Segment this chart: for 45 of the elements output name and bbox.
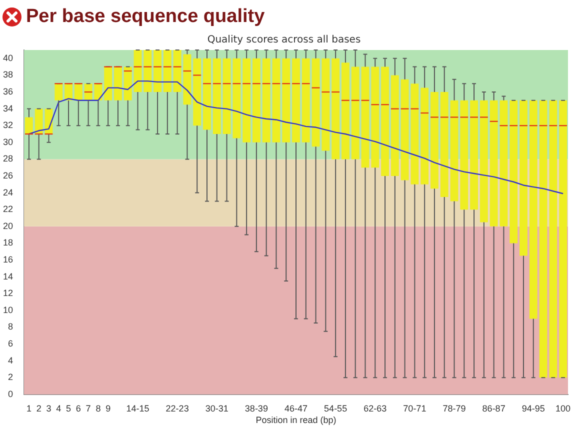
- x-tick-label: 1: [26, 403, 32, 414]
- x-tick-label: 54-55: [324, 403, 348, 414]
- x-tick-label: 4: [56, 403, 62, 414]
- chart-subtitle: Quality scores across all bases: [207, 34, 361, 46]
- y-tick-label: 2: [8, 372, 14, 382]
- y-tick-label: 20: [2, 220, 14, 231]
- y-tick-label: 34: [2, 103, 14, 114]
- x-tick-label: 62-63: [364, 403, 387, 414]
- y-tick-label: 28: [2, 154, 14, 164]
- y-tick-label: 36: [2, 86, 14, 96]
- x-tick-label: 38-39: [244, 403, 268, 414]
- y-tick-label: 4: [8, 355, 14, 366]
- x-tick-label: 7: [86, 403, 91, 414]
- x-tick-label: 5: [66, 403, 72, 414]
- x-tick-label: 78-79: [442, 403, 466, 414]
- x-tick-label: 46-47: [284, 403, 308, 414]
- x-tick-label: 2: [36, 403, 42, 414]
- y-tick-label: 30: [2, 136, 14, 147]
- y-tick-label: 18: [2, 238, 14, 248]
- y-tick-label: 14: [2, 271, 14, 282]
- y-tick-label: 10: [2, 304, 14, 315]
- x-tick-label: 94-95: [522, 403, 545, 414]
- y-tick-label: 40: [2, 52, 14, 63]
- y-tick-label: 8: [8, 322, 14, 332]
- x-tick-label: 100: [556, 403, 571, 414]
- x-tick-label: 22-23: [166, 403, 189, 414]
- x-tick-label: 6: [76, 403, 81, 414]
- y-tick-label: 0: [8, 388, 14, 399]
- y-tick-label: 38: [2, 70, 14, 80]
- chart-title: Per base sequence quality: [26, 6, 265, 28]
- x-tick-label: 3: [46, 403, 52, 414]
- x-tick-label: 70-71: [403, 403, 426, 414]
- y-tick-label: 22: [2, 204, 14, 214]
- y-tick-label: 32: [2, 120, 14, 130]
- y-tick-label: 12: [2, 288, 14, 298]
- x-axis-title: Position in read (bp): [256, 415, 336, 426]
- x-tick-label: 14-15: [126, 403, 150, 414]
- y-tick-label: 26: [2, 170, 14, 180]
- x-tick-label: 86-87: [482, 403, 506, 414]
- x-tick-label: 8: [96, 403, 101, 414]
- y-tick-label: 24: [2, 187, 14, 198]
- x-tick-label: 9: [106, 403, 111, 414]
- x-tick-label: 30-31: [205, 403, 228, 414]
- y-tick-label: 6: [8, 338, 14, 348]
- y-tick-label: 16: [2, 254, 14, 264]
